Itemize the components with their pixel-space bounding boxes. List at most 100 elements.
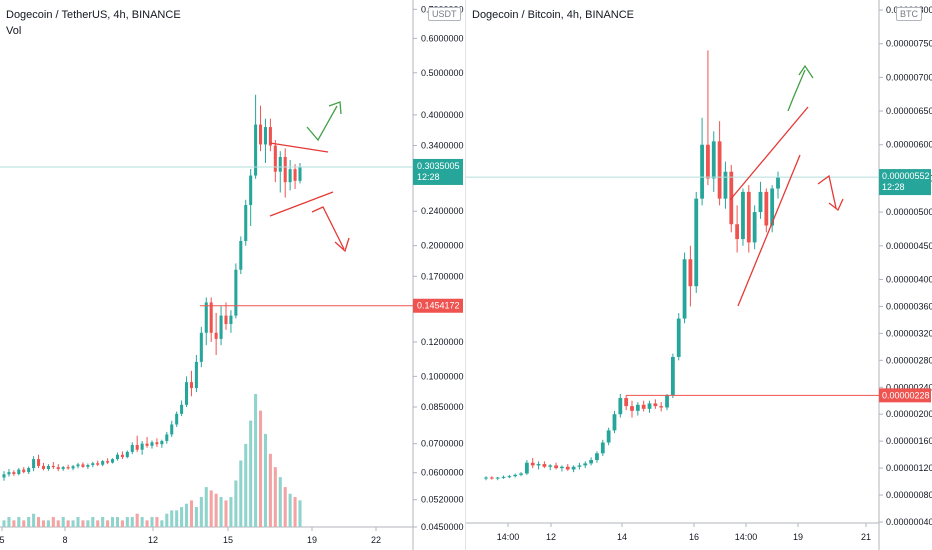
right-candle-body[interactable] [746,191,751,243]
left-currency-tag[interactable]: USDT [428,7,461,21]
left-candle-body[interactable] [56,467,60,469]
left-chart-canvas[interactable]: 0.70000000.60000000.50000000.40000000.34… [0,0,465,550]
right-candle-body[interactable] [706,144,710,179]
right-candle-body[interactable] [577,465,582,467]
right-candle-body[interactable] [507,476,512,478]
left-candle-body[interactable] [180,404,184,414]
left-candle-body[interactable] [140,443,144,450]
right-candle-body[interactable] [536,464,541,466]
left-candle-body[interactable] [209,302,213,333]
right-candle-body[interactable] [776,177,780,189]
right-candle-body[interactable] [764,191,769,226]
left-candle-body[interactable] [115,454,119,460]
right-candle-body[interactable] [635,404,640,411]
left-lower-trendline[interactable] [269,191,334,217]
right-candle-body[interactable] [530,462,535,466]
right-candle-body[interactable] [694,198,699,287]
left-candle-body[interactable] [175,413,179,425]
right-candle-body[interactable] [752,212,757,243]
left-bullish-arrow-path[interactable] [306,105,338,142]
left-candle-body[interactable] [293,169,297,181]
right-bearish-arrow-path[interactable] [817,174,837,209]
right-candle-body[interactable] [723,171,728,199]
left-candle-body[interactable] [66,467,70,469]
right-candle-body[interactable] [583,463,588,466]
left-candle-body[interactable] [249,175,253,206]
left-candle-body[interactable] [283,156,287,183]
right-candle-body[interactable] [501,476,506,478]
left-candle-body[interactable] [71,466,75,469]
right-candle-body[interactable] [612,414,617,431]
right-candle-body[interactable] [665,395,669,408]
left-candle-body[interactable] [155,442,159,445]
left-candle-body[interactable] [22,469,26,473]
right-candle-body[interactable] [717,141,722,199]
left-candle-body[interactable] [244,205,248,241]
left-candle-body[interactable] [32,459,36,469]
left-candle-body[interactable] [189,382,193,389]
left-candle-body[interactable] [12,472,16,474]
volume-indicator-label[interactable]: Vol [6,25,22,37]
right-bullish-arrow-path[interactable] [787,69,806,112]
right-currency-tag[interactable]: BTC [896,7,922,21]
left-candle-body[interactable] [278,156,282,172]
right-candle-body[interactable] [624,398,629,407]
left-candle-body[interactable] [76,464,80,467]
left-candle-body[interactable] [145,443,149,446]
left-candle-body[interactable] [96,463,100,465]
left-candle-body[interactable] [259,124,263,145]
right-candle-body[interactable] [589,460,594,464]
left-candle-body[interactable] [51,465,55,468]
right-candle-body[interactable] [682,259,687,319]
left-candle-body[interactable] [199,332,203,362]
left-candle-body[interactable] [17,469,21,474]
left-candle-body[interactable] [288,169,292,183]
right-candle-body[interactable] [700,144,704,199]
left-candle-body[interactable] [27,468,31,473]
right-candle-body[interactable] [676,318,681,357]
right-candle-body[interactable] [519,473,523,475]
right-candle-body[interactable] [630,406,634,411]
left-candle-body[interactable] [165,434,169,441]
left-candle-body[interactable] [120,454,124,458]
left-chart-pane[interactable]: 0.70000000.60000000.50000000.40000000.34… [0,0,465,550]
right-candle-body[interactable] [571,466,576,470]
left-candle-body[interactable] [111,459,115,463]
right-candle-body[interactable] [741,191,745,240]
right-candle-body[interactable] [659,406,664,408]
right-candle-body[interactable] [758,191,763,213]
left-candle-body[interactable] [41,465,45,469]
right-chart-canvas[interactable]: 0.000008000.000007500.000007000.00000650… [466,0,932,550]
right-candle-body[interactable] [595,453,599,461]
left-candle-body[interactable] [298,167,302,181]
right-candle-body[interactable] [735,224,740,240]
left-candle-body[interactable] [239,240,243,270]
left-candle-body[interactable] [204,302,208,333]
right-chart-pane[interactable]: 0.000008000.000007500.000007000.00000650… [466,0,932,550]
left-candle-body[interactable] [2,474,6,478]
left-candle-body[interactable] [106,461,110,463]
left-candle-body[interactable] [263,127,267,145]
right-candle-body[interactable] [653,403,658,407]
right-lower-wedge-line[interactable] [737,154,801,307]
left-candle-body[interactable] [7,472,11,475]
left-candle-body[interactable] [268,127,272,146]
left-candle-body[interactable] [86,465,90,467]
right-candle-body[interactable] [554,465,558,469]
right-candle-body[interactable] [711,141,716,179]
left-candle-body[interactable] [170,424,174,435]
right-candle-body[interactable] [489,477,494,479]
right-candle-body[interactable] [565,466,570,470]
left-candle-body[interactable] [273,145,277,172]
pane-divider[interactable] [465,0,466,550]
right-candle-body[interactable] [513,474,518,477]
left-candle-body[interactable] [234,269,238,316]
left-candle-body[interactable] [160,440,164,445]
left-candle-body[interactable] [229,315,233,325]
left-candle-body[interactable] [185,382,189,405]
left-candle-body[interactable] [46,465,50,469]
left-upper-trendline[interactable] [269,142,329,153]
right-candle-body[interactable] [484,477,488,479]
left-candle-body[interactable] [37,459,41,466]
right-candle-body[interactable] [542,464,547,467]
